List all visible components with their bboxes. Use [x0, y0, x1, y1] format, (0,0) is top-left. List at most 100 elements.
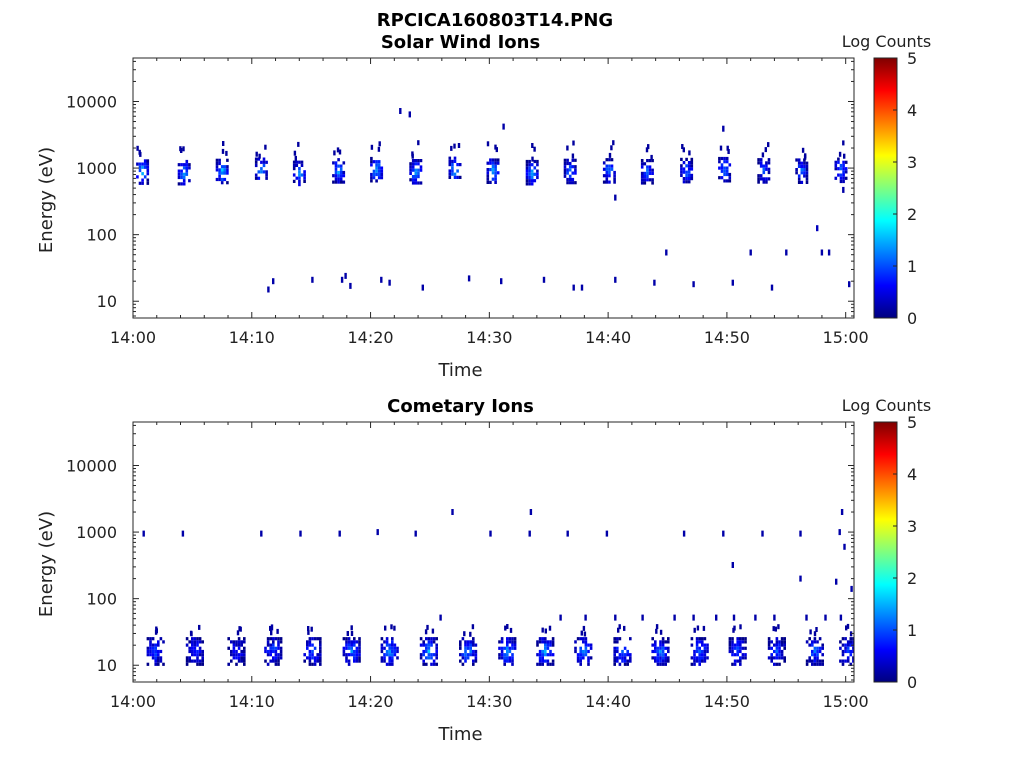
burst-4 [254, 144, 268, 180]
cell [264, 646, 267, 650]
burst-10 [498, 624, 517, 666]
cell [269, 637, 272, 641]
cell [198, 624, 201, 630]
cell [525, 182, 529, 186]
cell [651, 181, 654, 185]
cell [613, 637, 616, 641]
cell [813, 659, 817, 663]
cell [698, 640, 701, 644]
burst-1 [146, 626, 165, 666]
colorbar-label: Log Counts [842, 396, 932, 415]
cell [544, 637, 547, 641]
cell [380, 649, 384, 654]
burst-7 [380, 624, 399, 666]
cell [616, 656, 619, 660]
cell [701, 656, 704, 660]
cell [731, 643, 734, 647]
cell [623, 653, 627, 657]
cell [149, 643, 152, 647]
cell [426, 624, 429, 630]
y-tick-label: 10 [97, 292, 117, 311]
cell [319, 662, 322, 666]
cell [770, 653, 773, 657]
cell [298, 176, 301, 180]
cell [736, 643, 739, 647]
cell [346, 631, 349, 636]
cell [232, 656, 236, 660]
cell [308, 656, 312, 660]
cell [813, 640, 817, 644]
cell [220, 177, 224, 182]
cell [375, 163, 378, 167]
cell [469, 631, 472, 637]
cell [655, 624, 659, 630]
cell [551, 643, 555, 647]
cell [243, 640, 246, 644]
cell [849, 649, 853, 654]
cell [494, 161, 497, 165]
cell [151, 653, 155, 657]
cell [265, 176, 268, 180]
cell [690, 161, 694, 165]
cell [759, 177, 763, 181]
cell [513, 640, 517, 644]
cell [459, 646, 462, 650]
cell [736, 653, 739, 657]
cell [584, 646, 588, 650]
panel-2: 14:00 14:10 14:20 14:30 14:40 14:50 15:0010100… [36, 396, 931, 745]
cell [157, 653, 160, 657]
cell [651, 637, 654, 641]
cell [237, 646, 241, 650]
cell [411, 153, 414, 159]
cell [464, 640, 467, 644]
cell [701, 649, 704, 654]
cell [703, 643, 707, 647]
cell [474, 656, 478, 660]
cell [185, 172, 189, 176]
cell [780, 637, 784, 641]
cell [728, 646, 732, 650]
cell [193, 643, 197, 647]
cell [300, 163, 304, 167]
cell [377, 160, 381, 164]
cell [491, 168, 495, 172]
cell [372, 160, 376, 164]
cell [842, 163, 845, 168]
cell [541, 656, 544, 660]
cell [230, 653, 233, 657]
cell [584, 643, 588, 647]
cell [837, 173, 840, 177]
cell [613, 174, 616, 178]
cell [579, 646, 582, 650]
speck [572, 284, 575, 291]
cell [375, 169, 378, 173]
cell [193, 637, 197, 641]
cell [391, 656, 394, 660]
cell [587, 656, 590, 660]
cell [855, 650, 858, 653]
cell [661, 643, 665, 647]
speck [805, 614, 808, 621]
y-tick-label: 10 [97, 656, 117, 675]
cell [695, 640, 699, 644]
cell [461, 637, 465, 641]
cell [380, 656, 384, 660]
cell [805, 177, 809, 181]
cell [731, 653, 734, 657]
cell [196, 662, 199, 666]
cell [566, 161, 569, 166]
cell [613, 177, 616, 181]
cell [332, 180, 335, 184]
cell [613, 653, 616, 657]
cell [815, 627, 818, 632]
cell [262, 170, 266, 174]
cell [695, 646, 699, 650]
cell [808, 659, 811, 663]
cell [613, 640, 616, 644]
cell [571, 158, 575, 162]
cell [396, 646, 399, 650]
cell [474, 643, 478, 647]
cell [419, 181, 423, 185]
